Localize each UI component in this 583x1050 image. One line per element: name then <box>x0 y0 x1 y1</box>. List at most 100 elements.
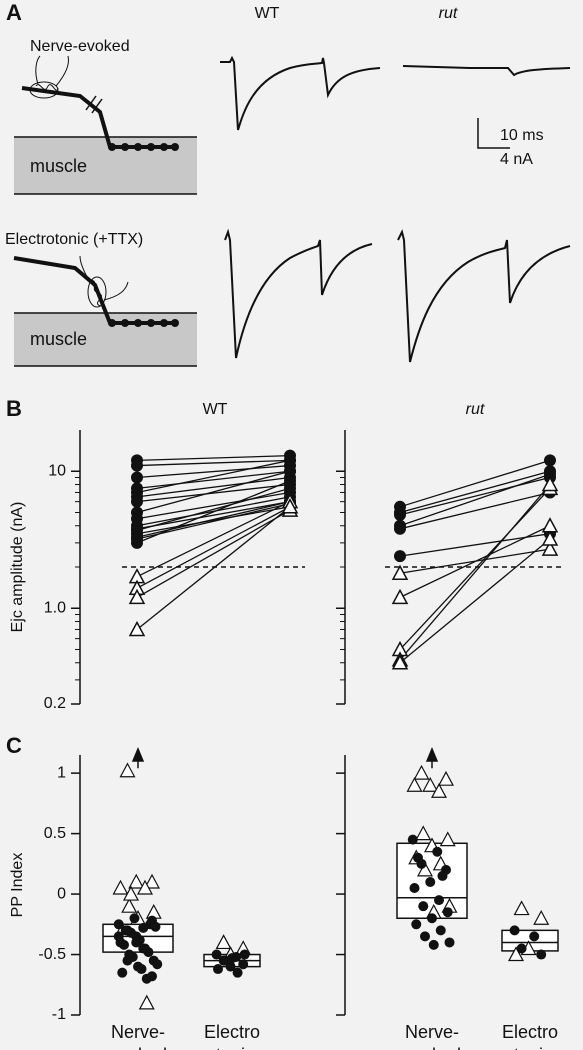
pair-line <box>399 491 551 530</box>
point <box>239 949 250 960</box>
pair-line <box>399 459 551 508</box>
x-tick-label: Electro <box>502 1022 558 1042</box>
pair-line <box>136 483 291 503</box>
point <box>411 919 422 930</box>
y-tick-label: 1.0 <box>44 599 66 616</box>
point <box>131 937 142 948</box>
point <box>442 907 453 918</box>
point <box>437 870 448 881</box>
panel-label: A <box>6 0 22 25</box>
y-axis-label: PP Index <box>9 853 26 918</box>
y-tick-label: 0 <box>57 885 66 902</box>
panel-label: B <box>6 396 22 421</box>
point <box>536 949 547 960</box>
point <box>138 994 155 1010</box>
point <box>407 834 418 845</box>
pair-line <box>399 538 551 664</box>
x-tick-label: evoked <box>109 1045 167 1050</box>
pair-line <box>136 476 291 498</box>
point <box>152 959 163 970</box>
point <box>391 654 409 670</box>
point <box>119 939 129 950</box>
point <box>391 564 409 581</box>
point <box>138 943 149 954</box>
point <box>131 459 143 472</box>
pair-line <box>136 491 291 520</box>
point <box>131 495 143 508</box>
y-tick-label: 0.5 <box>44 825 66 842</box>
point <box>428 939 439 950</box>
point <box>122 885 140 901</box>
point <box>444 937 455 948</box>
point <box>136 879 154 895</box>
point <box>232 967 243 978</box>
tissue-label: muscle <box>30 156 87 176</box>
pair-line <box>136 487 291 532</box>
point <box>409 883 420 894</box>
point <box>422 776 439 792</box>
x-tick-label: Nerve- <box>405 1022 459 1042</box>
pair-line <box>136 480 291 544</box>
point <box>516 943 527 954</box>
point <box>415 825 432 841</box>
point <box>413 764 430 780</box>
point <box>147 971 157 982</box>
x-tick-label: -tonic <box>210 1045 254 1050</box>
x-tick-label: -tonic <box>508 1045 552 1050</box>
y-tick-label: -0.5 <box>38 946 66 963</box>
point <box>416 861 434 877</box>
schematic <box>13 55 197 367</box>
point <box>119 762 136 778</box>
column-label: WT <box>255 5 280 22</box>
point <box>394 508 406 521</box>
point <box>541 540 559 556</box>
point <box>113 931 124 942</box>
point <box>430 783 448 798</box>
point <box>509 925 520 936</box>
point <box>238 959 249 970</box>
point <box>513 900 530 916</box>
pair-line <box>136 470 291 514</box>
point <box>215 934 232 950</box>
column-label: rut <box>439 5 458 22</box>
off-scale-arrow <box>425 747 439 769</box>
off-scale-arrow <box>131 747 145 769</box>
pair-line <box>136 500 291 530</box>
pair-line <box>399 470 551 514</box>
point <box>136 964 147 975</box>
point <box>544 468 556 481</box>
point <box>544 454 556 467</box>
traces <box>220 55 571 363</box>
point <box>113 919 124 930</box>
y-tick-label: 1 <box>57 764 66 781</box>
panel-label: C <box>6 733 22 758</box>
point <box>117 967 128 978</box>
point <box>533 909 550 925</box>
pair-line <box>399 484 551 661</box>
point <box>437 770 455 786</box>
scale-label: 10 ms <box>500 127 544 144</box>
point <box>418 901 429 912</box>
row-label: Nerve-evoked <box>30 38 130 55</box>
pair-line <box>136 464 291 479</box>
pair-line <box>399 525 551 598</box>
point <box>435 925 446 936</box>
point <box>541 475 559 492</box>
pair-line <box>136 459 291 467</box>
point <box>427 913 437 924</box>
point <box>529 931 540 942</box>
point <box>120 925 131 936</box>
point <box>131 536 143 549</box>
x-tick-label: Nerve- <box>111 1022 165 1042</box>
y-axis-label: Ejc amplitude (nA) <box>9 502 26 633</box>
point <box>121 897 138 913</box>
y-tick-label: 0.2 <box>44 695 66 712</box>
point <box>413 852 423 863</box>
pair-line <box>136 506 291 630</box>
point <box>112 879 129 895</box>
point <box>284 465 296 478</box>
point <box>131 471 143 484</box>
tissue-label: muscle <box>30 329 87 349</box>
y-tick-label: -1 <box>52 1006 66 1023</box>
